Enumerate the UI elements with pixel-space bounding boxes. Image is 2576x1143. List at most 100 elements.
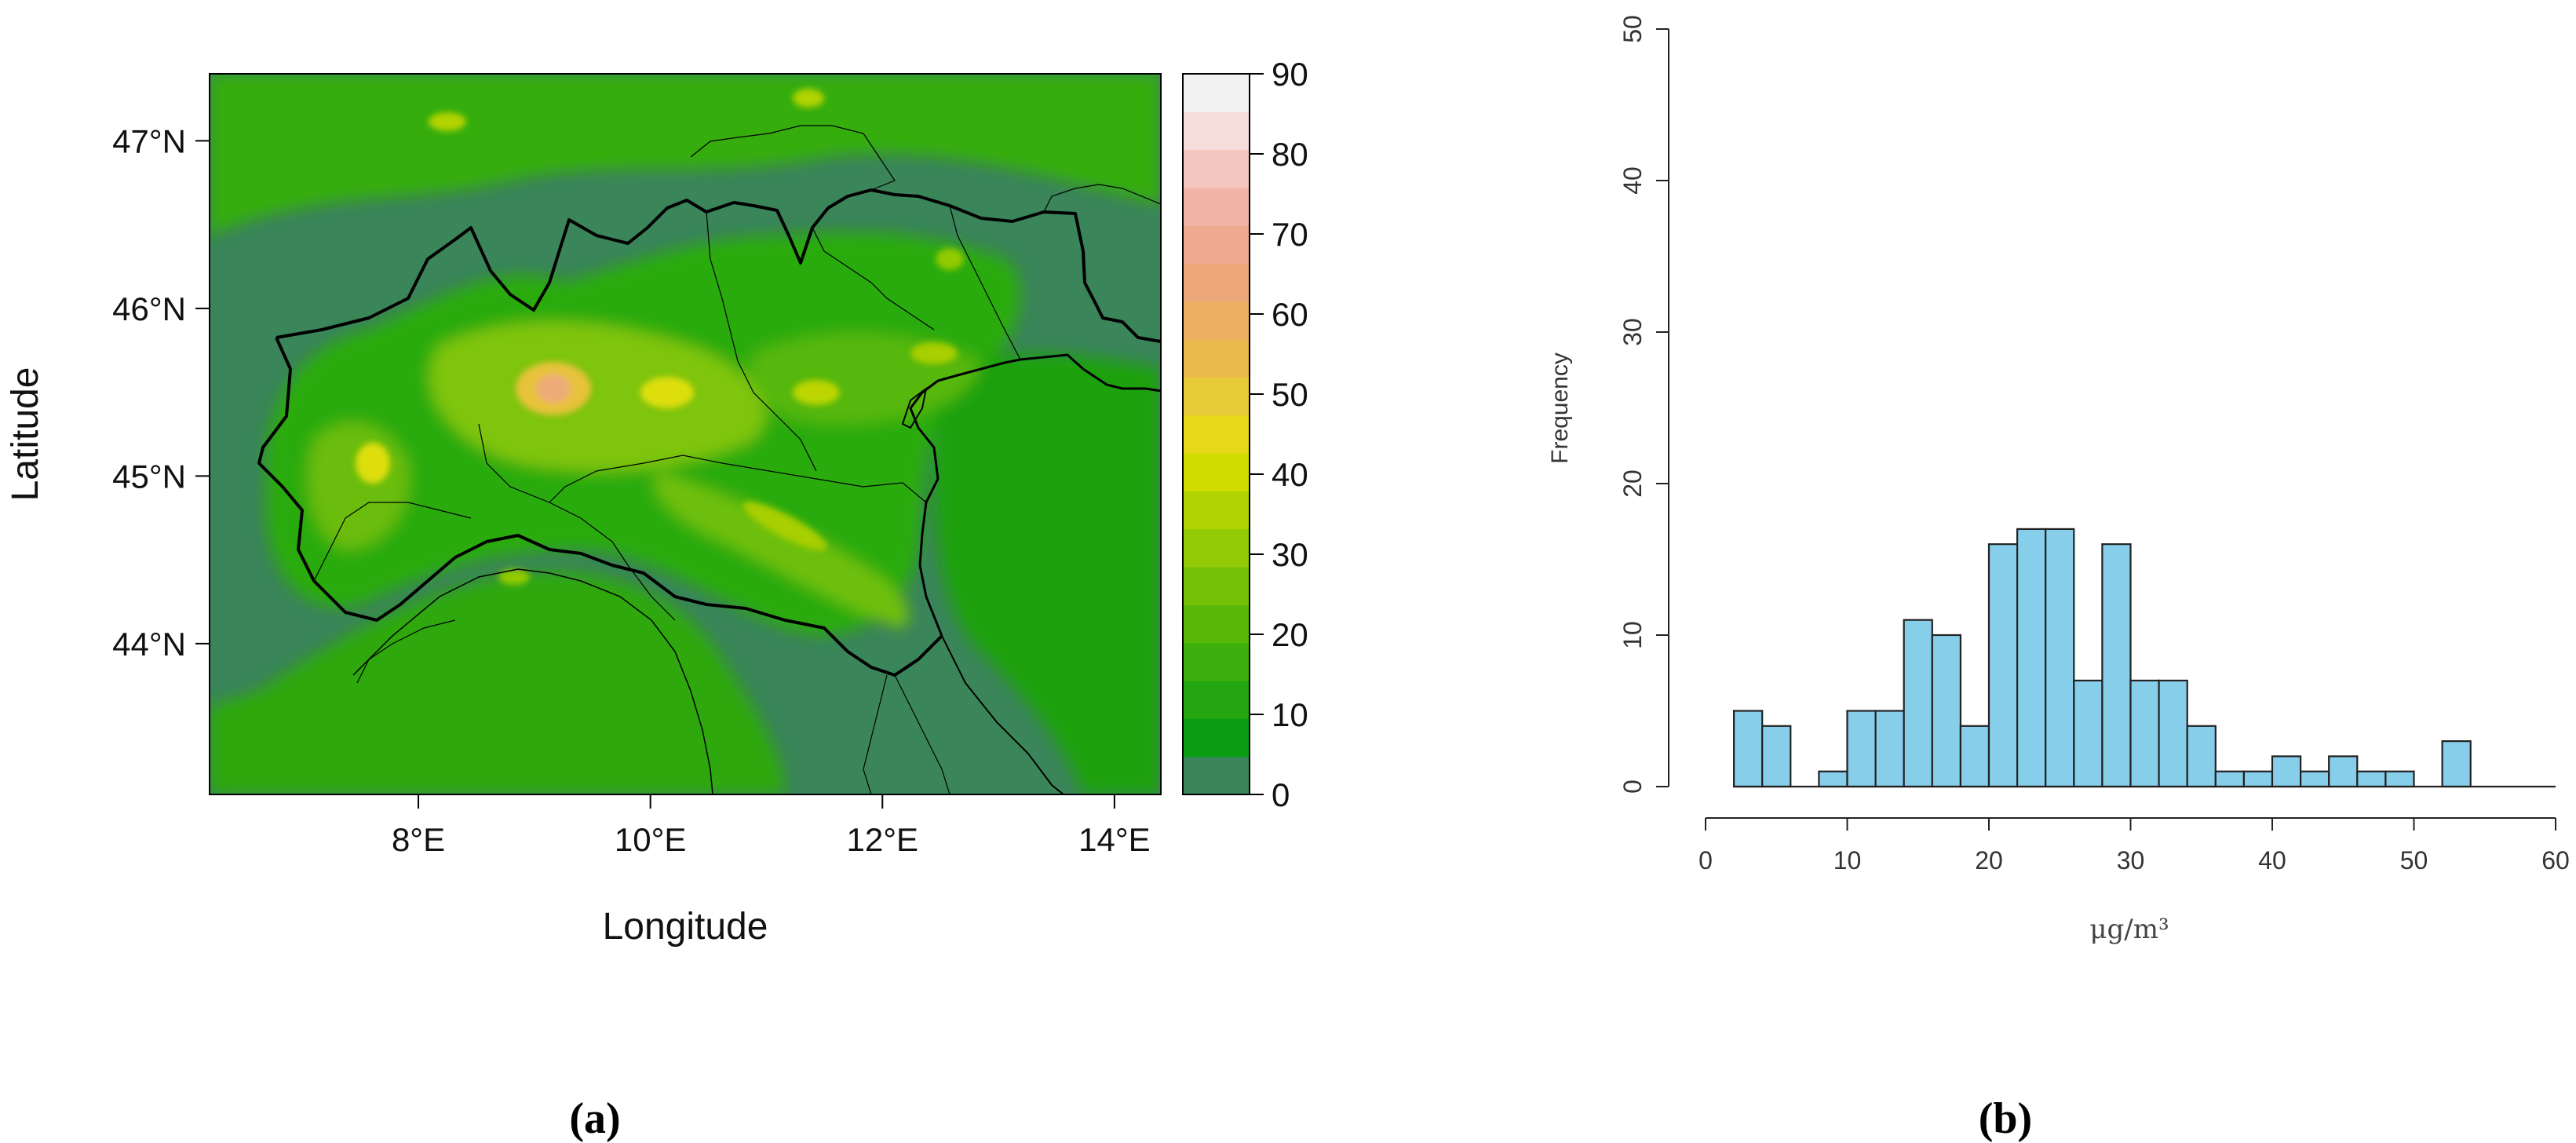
histogram-bar [2300,770,2330,788]
colorbar-segment [1183,718,1250,758]
histogram-bar [2129,679,2160,788]
panel-a-label: (a) [569,1094,620,1143]
map-frame [209,73,1162,795]
colorbar-tick-label: 0 [1272,776,1290,813]
histogram-bar [1874,710,1905,788]
histogram-y-axis-label: Frequency [1547,352,1573,464]
bologna-hotspot [743,502,827,550]
map-y-axis: 44°N 45°N 46°N 47°N [112,122,210,663]
histogram-bar [2073,679,2103,788]
histogram-y-tick-label: 30 [1618,318,1647,346]
milan-core [536,374,571,403]
colorbar-tick-label: 50 [1272,376,1308,413]
lake-garda [901,386,928,429]
country-border-south [257,337,943,677]
histogram-x-axis-label: μg/m³ [2089,914,2169,945]
genoa-hotspot [498,569,530,585]
colorbar-segment [1183,149,1250,188]
histogram-x-tick-label: 0 [1698,846,1713,875]
histogram-bar [1931,634,1962,788]
north-hotspot-1 [429,112,466,131]
histogram-bar [2328,755,2359,788]
regional-borders [313,125,1161,794]
colorbar: 0 10 20 30 40 50 60 70 80 90 [1182,56,1308,813]
colorbar-segment [1183,756,1250,795]
histogram-y-tick-label: 10 [1618,621,1647,649]
hotspot-layer [356,89,964,585]
histogram-bar [2101,543,2132,788]
histogram-x-tick-label: 60 [2541,846,2570,875]
colorbar-segment [1183,187,1250,226]
histogram-bar [2242,770,2274,788]
emilia-belt-field [654,471,909,628]
colorbar-segment [1183,491,1250,530]
colorbar-segment [1183,414,1250,454]
colorbar-segment [1183,604,1250,644]
histogram-bar [1903,619,1933,788]
histogram-bar [2186,725,2217,788]
colorbar-segment [1183,225,1250,265]
panel-b-label: (b) [1979,1094,2032,1143]
lombardy-core-field [429,322,766,471]
histogram-y-tick-label: 20 [1618,469,1647,498]
colorbar-segment [1183,453,1250,491]
histogram-bar [2441,739,2472,788]
verona-hotspot [793,380,840,405]
map-y-tick-label: 45°N [112,458,186,495]
brescia-hotspot [640,377,694,408]
ligurian-coast-field [210,572,785,794]
adriatic-coast-field [934,354,1161,794]
histogram-bar [1987,543,2019,788]
map-y-tick-label: 47°N [112,122,186,159]
colorbar-tick-label: 90 [1272,56,1308,93]
colorbar-tick-label: 60 [1272,296,1308,333]
ligurian-coastline [352,568,713,794]
map-y-tick-label: 44°N [112,626,186,663]
map-x-axis: 8°E 10°E 12°E 14°E [392,794,1151,858]
colorbar-segment [1183,681,1250,719]
histogram-bar [2356,770,2387,788]
colorbar-segment [1183,528,1250,568]
map-x-tick-label: 8°E [392,821,445,858]
italian-east-coast [941,635,1064,794]
histogram-y-tick-label: 40 [1618,166,1647,195]
colorbar-tick-label: 10 [1272,696,1308,733]
histogram-bar [2016,528,2047,788]
adriatic-coastline [909,353,1161,637]
north-hotspot-3 [936,248,964,270]
histogram-bar [2214,770,2246,788]
venice-hotspot [910,342,958,364]
histogram-x-tick-label: 50 [2400,846,2428,875]
histogram-x-tick-label: 10 [1833,846,1862,875]
map-y-axis-label: Latitude [5,367,46,502]
histogram-bar [1733,710,1764,788]
histogram-x-tick-label: 20 [1975,846,2003,875]
histogram-bar [2045,528,2075,788]
turin-hotspot [356,443,390,484]
map-y-tick-label: 46°N [112,290,186,327]
histogram-y-tick-label: 0 [1618,780,1647,794]
colorbar-segment [1183,567,1250,605]
histogram-bar [1959,725,1990,788]
histogram-y-axis: 0 10 20 30 40 50 [1618,15,1669,794]
colorbar-segment [1183,74,1250,112]
map-x-tick-label: 12°E [847,821,919,858]
histogram-bar [1818,770,1848,788]
colorbar-tick-label: 40 [1272,456,1308,493]
histogram-bars [1733,528,2556,788]
colorbar-segment [1183,301,1250,340]
histogram-bar [2384,770,2415,788]
colorbar-tick-label: 30 [1272,536,1308,573]
map-x-axis-label: Longitude [603,906,768,948]
colorbar-segment [1183,339,1250,378]
map-x-tick-label: 10°E [615,821,687,858]
north-hotspot-2 [793,89,824,108]
histogram-x-axis: 0 10 20 30 40 50 60 [1698,817,2570,875]
colorbar-frame [1182,73,1250,795]
colorbar-segment [1183,642,1250,681]
colorbar-segment [1183,111,1250,151]
map-x-tick-label: 14°E [1078,821,1151,858]
histogram-y-tick-label: 50 [1618,15,1647,43]
histogram-bar [2158,679,2188,788]
